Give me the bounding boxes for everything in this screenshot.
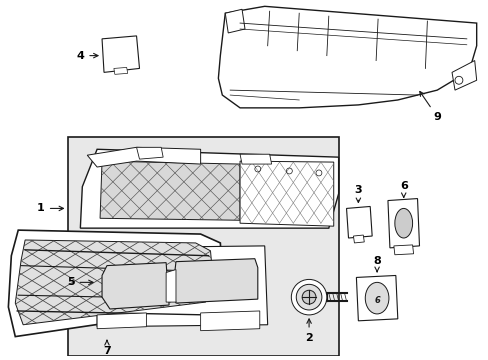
Polygon shape — [200, 311, 259, 331]
Circle shape — [291, 279, 326, 315]
Polygon shape — [80, 149, 338, 228]
Circle shape — [302, 290, 315, 304]
Polygon shape — [97, 246, 267, 327]
Text: 3: 3 — [354, 185, 362, 202]
Ellipse shape — [394, 208, 412, 238]
Polygon shape — [353, 235, 364, 243]
Polygon shape — [393, 245, 413, 255]
Text: 8: 8 — [372, 256, 380, 272]
Polygon shape — [8, 230, 222, 337]
Polygon shape — [166, 270, 176, 302]
Polygon shape — [87, 147, 200, 167]
Polygon shape — [100, 161, 240, 220]
Polygon shape — [240, 161, 333, 226]
Polygon shape — [240, 154, 271, 164]
Text: 7: 7 — [103, 341, 111, 356]
Circle shape — [296, 284, 321, 310]
Bar — [67, 138, 338, 356]
Text: 2: 2 — [305, 319, 312, 343]
Text: 5: 5 — [67, 277, 93, 287]
Text: 6: 6 — [399, 181, 407, 197]
Polygon shape — [356, 275, 397, 321]
Polygon shape — [173, 259, 257, 303]
Polygon shape — [97, 313, 146, 329]
Polygon shape — [136, 147, 163, 159]
Text: 6: 6 — [373, 296, 379, 305]
Ellipse shape — [365, 282, 388, 314]
Polygon shape — [451, 60, 476, 90]
Polygon shape — [218, 6, 476, 108]
Polygon shape — [225, 9, 244, 33]
Text: 1: 1 — [37, 203, 63, 213]
Polygon shape — [15, 240, 212, 325]
Polygon shape — [102, 36, 139, 72]
Polygon shape — [102, 263, 169, 309]
Polygon shape — [387, 199, 419, 248]
Text: 9: 9 — [419, 91, 440, 122]
Polygon shape — [114, 67, 127, 75]
Polygon shape — [346, 206, 371, 238]
Text: 4: 4 — [76, 51, 98, 60]
